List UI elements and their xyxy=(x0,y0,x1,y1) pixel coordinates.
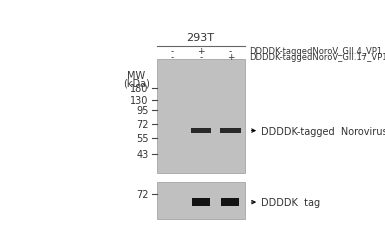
Text: DDDDK-tagged  Norovirus  VP1: DDDDK-tagged Norovirus VP1 xyxy=(261,126,385,136)
Text: (kDa): (kDa) xyxy=(123,78,150,88)
Text: MW: MW xyxy=(127,70,145,80)
Bar xyxy=(157,182,245,220)
Bar xyxy=(221,198,239,206)
Text: DDDDK-taggedNoroV_GII.4_VP1: DDDDK-taggedNoroV_GII.4_VP1 xyxy=(249,47,383,56)
Text: -: - xyxy=(170,47,173,56)
Text: 72: 72 xyxy=(136,119,149,129)
Text: +: + xyxy=(227,52,234,62)
Text: 130: 130 xyxy=(130,95,149,105)
Text: DDDDK-taggedNoroV_GII.17_VP1: DDDDK-taggedNoroV_GII.17_VP1 xyxy=(249,52,385,62)
Bar xyxy=(220,128,241,134)
Text: -: - xyxy=(229,47,232,56)
Text: +: + xyxy=(197,47,205,56)
Text: DDDDK  tag: DDDDK tag xyxy=(261,197,320,207)
Text: 55: 55 xyxy=(136,134,149,144)
Text: 72: 72 xyxy=(136,190,149,200)
Text: 95: 95 xyxy=(136,106,149,116)
Text: 43: 43 xyxy=(136,149,149,159)
Bar xyxy=(191,128,211,134)
Text: 293T: 293T xyxy=(186,33,214,43)
Text: -: - xyxy=(170,52,173,62)
Text: -: - xyxy=(199,52,203,62)
Bar xyxy=(157,60,245,174)
Bar xyxy=(192,198,210,206)
Text: 180: 180 xyxy=(130,84,149,94)
